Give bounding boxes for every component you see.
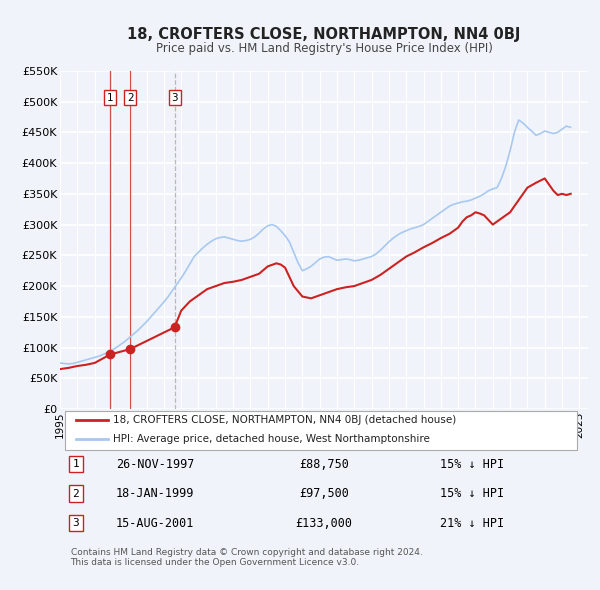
- Text: 2: 2: [127, 93, 133, 103]
- Text: £88,750: £88,750: [299, 458, 349, 471]
- FancyBboxPatch shape: [65, 411, 577, 450]
- Text: 3: 3: [171, 93, 178, 103]
- Text: HPI: Average price, detached house, West Northamptonshire: HPI: Average price, detached house, West…: [113, 434, 430, 444]
- Text: 18, CROFTERS CLOSE, NORTHAMPTON, NN4 0BJ: 18, CROFTERS CLOSE, NORTHAMPTON, NN4 0BJ: [127, 27, 521, 41]
- Text: 18, CROFTERS CLOSE, NORTHAMPTON, NN4 0BJ (detached house): 18, CROFTERS CLOSE, NORTHAMPTON, NN4 0BJ…: [113, 415, 456, 425]
- Text: Price paid vs. HM Land Registry's House Price Index (HPI): Price paid vs. HM Land Registry's House …: [155, 42, 493, 55]
- Text: 3: 3: [73, 518, 79, 528]
- Text: 18-JAN-1999: 18-JAN-1999: [116, 487, 194, 500]
- Text: Contains HM Land Registry data © Crown copyright and database right 2024.
This d: Contains HM Land Registry data © Crown c…: [71, 548, 422, 567]
- Text: £97,500: £97,500: [299, 487, 349, 500]
- Text: £133,000: £133,000: [296, 517, 353, 530]
- Text: 26-NOV-1997: 26-NOV-1997: [116, 458, 194, 471]
- Text: 21% ↓ HPI: 21% ↓ HPI: [440, 517, 504, 530]
- Text: 15% ↓ HPI: 15% ↓ HPI: [440, 458, 504, 471]
- Text: 1: 1: [107, 93, 113, 103]
- Text: 15-AUG-2001: 15-AUG-2001: [116, 517, 194, 530]
- Text: 1: 1: [73, 459, 79, 469]
- Text: 2: 2: [73, 489, 79, 499]
- Text: 15% ↓ HPI: 15% ↓ HPI: [440, 487, 504, 500]
